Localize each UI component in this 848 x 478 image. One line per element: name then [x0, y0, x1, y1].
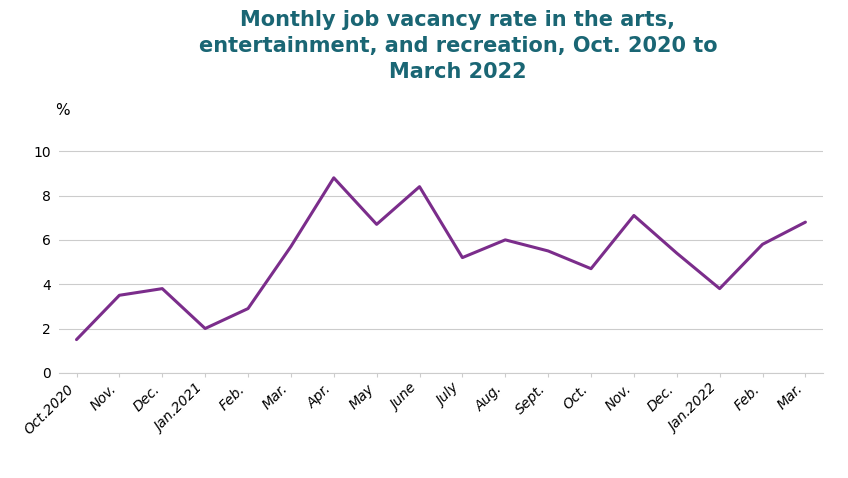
- Text: Monthly job vacancy rate in the arts,
entertainment, and recreation, Oct. 2020 t: Monthly job vacancy rate in the arts, en…: [198, 10, 717, 82]
- Text: %: %: [55, 103, 70, 118]
